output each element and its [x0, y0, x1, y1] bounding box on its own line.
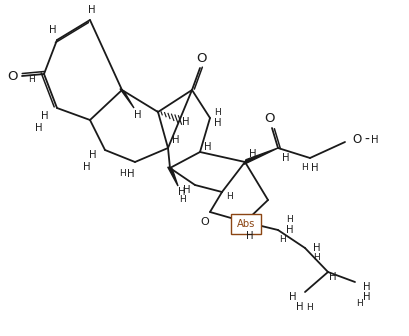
FancyBboxPatch shape [230, 214, 261, 234]
Text: H: H [313, 253, 319, 262]
Text: H: H [204, 142, 211, 152]
Text: H: H [88, 5, 96, 15]
Text: H: H [288, 292, 296, 302]
Text: H: H [178, 187, 185, 197]
Text: H: H [119, 169, 126, 178]
Text: H: H [312, 243, 320, 253]
Text: H: H [370, 135, 378, 145]
Text: H: H [328, 272, 336, 282]
Text: H: H [301, 164, 308, 172]
Text: H: H [246, 231, 253, 241]
Text: H: H [127, 169, 135, 179]
Text: -: - [364, 133, 369, 147]
Text: H: H [281, 153, 289, 163]
Text: O: O [200, 217, 209, 227]
Text: H: H [310, 163, 318, 173]
Text: H: H [285, 225, 293, 235]
Text: H: H [179, 196, 186, 205]
Text: H: H [214, 118, 221, 128]
Polygon shape [119, 89, 134, 108]
Text: H: H [214, 109, 221, 118]
Text: H: H [226, 193, 233, 202]
Text: H: H [134, 110, 142, 120]
Text: H: H [89, 150, 97, 160]
Text: H: H [362, 282, 370, 292]
Text: H: H [286, 215, 293, 224]
Text: H: H [41, 111, 49, 121]
Polygon shape [243, 148, 277, 164]
Text: H: H [49, 25, 56, 35]
Text: O: O [8, 70, 18, 83]
Text: H: H [182, 117, 189, 127]
Text: O: O [351, 133, 361, 146]
Text: H: H [172, 135, 179, 145]
Text: H: H [356, 299, 362, 308]
Text: H: H [279, 236, 285, 245]
Text: Abs: Abs [236, 219, 254, 229]
Text: O: O [196, 52, 207, 66]
Text: H: H [306, 302, 312, 311]
Text: O: O [264, 113, 274, 126]
Text: H: H [296, 302, 303, 312]
Text: H: H [83, 162, 90, 172]
Polygon shape [167, 167, 178, 186]
Text: H: H [35, 123, 43, 133]
Text: H: H [249, 149, 256, 159]
Text: H: H [362, 292, 370, 302]
Text: H: H [183, 185, 190, 195]
Text: H: H [29, 75, 35, 84]
